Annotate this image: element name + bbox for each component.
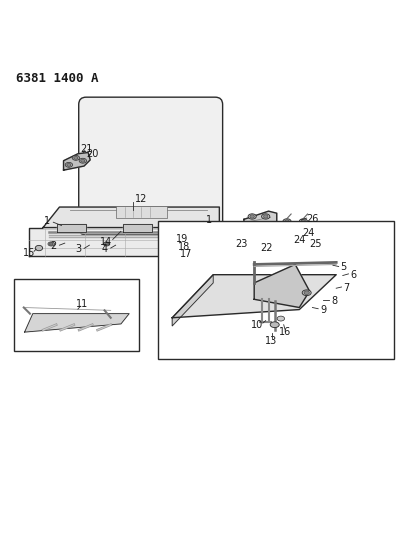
Polygon shape xyxy=(25,313,129,332)
Ellipse shape xyxy=(187,243,190,245)
Ellipse shape xyxy=(81,159,85,162)
Ellipse shape xyxy=(270,322,279,328)
Ellipse shape xyxy=(284,220,289,223)
Text: 12: 12 xyxy=(135,194,147,204)
Text: 11: 11 xyxy=(76,299,88,309)
Text: 15: 15 xyxy=(23,248,36,258)
Text: 25: 25 xyxy=(309,239,321,249)
Ellipse shape xyxy=(300,220,305,223)
Ellipse shape xyxy=(261,214,269,219)
Text: 2: 2 xyxy=(50,241,56,251)
Ellipse shape xyxy=(295,230,302,235)
Ellipse shape xyxy=(301,290,310,296)
Text: 10: 10 xyxy=(251,320,263,330)
Text: 4: 4 xyxy=(101,244,107,254)
Ellipse shape xyxy=(303,291,309,295)
Ellipse shape xyxy=(160,243,164,245)
Text: 6381 1400 A: 6381 1400 A xyxy=(16,72,99,85)
Ellipse shape xyxy=(249,215,254,218)
Ellipse shape xyxy=(263,231,267,235)
Ellipse shape xyxy=(74,156,78,159)
Ellipse shape xyxy=(67,164,71,166)
Text: 3: 3 xyxy=(75,244,81,254)
Polygon shape xyxy=(63,152,90,170)
Ellipse shape xyxy=(72,156,79,160)
Polygon shape xyxy=(172,274,335,318)
Text: 19: 19 xyxy=(176,235,188,245)
Ellipse shape xyxy=(247,214,256,219)
Text: 8: 8 xyxy=(330,296,336,306)
Ellipse shape xyxy=(65,163,72,167)
Ellipse shape xyxy=(105,243,108,245)
Text: 9: 9 xyxy=(320,304,326,314)
Text: 21: 21 xyxy=(80,144,92,154)
Polygon shape xyxy=(29,228,219,256)
FancyBboxPatch shape xyxy=(157,221,393,359)
Ellipse shape xyxy=(261,230,269,236)
Ellipse shape xyxy=(79,158,86,163)
Text: 24: 24 xyxy=(302,228,314,238)
Ellipse shape xyxy=(158,242,165,246)
Ellipse shape xyxy=(48,242,54,246)
Polygon shape xyxy=(57,224,86,232)
Text: 1: 1 xyxy=(206,215,211,225)
Text: 7: 7 xyxy=(342,283,349,293)
Text: 16: 16 xyxy=(278,327,290,337)
Text: 26: 26 xyxy=(306,214,318,223)
Ellipse shape xyxy=(299,219,307,224)
Ellipse shape xyxy=(282,219,290,224)
Text: 18: 18 xyxy=(178,242,190,252)
Ellipse shape xyxy=(185,242,191,246)
Text: 5: 5 xyxy=(339,262,346,272)
Text: 22: 22 xyxy=(260,243,272,253)
Polygon shape xyxy=(254,264,309,308)
Polygon shape xyxy=(43,207,219,228)
Polygon shape xyxy=(172,274,213,326)
Ellipse shape xyxy=(49,243,53,245)
Ellipse shape xyxy=(263,215,267,218)
FancyBboxPatch shape xyxy=(116,206,166,218)
Text: 23: 23 xyxy=(235,239,247,249)
Polygon shape xyxy=(243,211,276,246)
Polygon shape xyxy=(123,224,151,232)
Ellipse shape xyxy=(103,242,110,246)
Text: 1: 1 xyxy=(44,216,50,227)
FancyBboxPatch shape xyxy=(14,279,139,351)
Ellipse shape xyxy=(35,245,43,251)
Text: 13: 13 xyxy=(264,336,276,346)
Text: 6: 6 xyxy=(350,270,355,280)
Ellipse shape xyxy=(276,316,284,321)
Text: 24: 24 xyxy=(292,235,305,245)
Text: 20: 20 xyxy=(86,149,98,159)
FancyBboxPatch shape xyxy=(79,97,222,235)
Text: 14: 14 xyxy=(99,237,112,247)
Text: 17: 17 xyxy=(179,249,191,259)
Ellipse shape xyxy=(285,230,292,235)
